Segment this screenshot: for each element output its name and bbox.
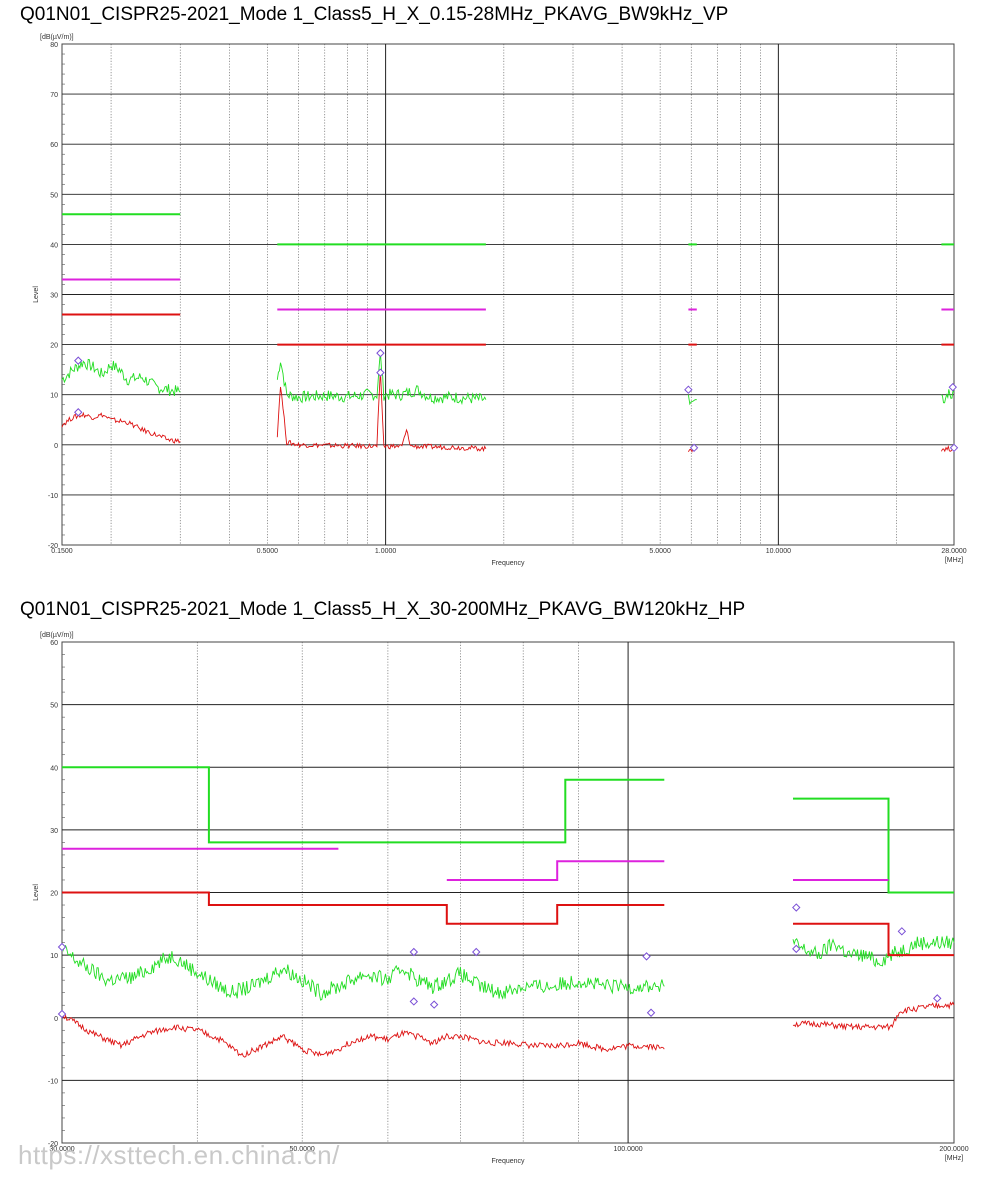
- x-tick-label: 0.1500: [51, 548, 73, 555]
- y-tick-label: -20: [48, 1141, 58, 1148]
- x-axis-label: Frequency: [491, 560, 525, 567]
- x-tick-label: 5.0000: [649, 548, 671, 555]
- peak-marker: [409, 947, 419, 957]
- peak-marker: [57, 1009, 67, 1019]
- y-tick-label: 20: [50, 891, 58, 898]
- measured-trace: [687, 394, 697, 406]
- x-tick-label: 50.0000: [290, 1146, 315, 1153]
- peak-marker: [689, 443, 699, 453]
- y-tick-label: 0: [54, 1016, 58, 1023]
- peak-marker: [57, 942, 67, 952]
- measured-trace: [61, 411, 181, 444]
- x-tick-label: 30.0000: [49, 1146, 74, 1153]
- y-tick-label: 70: [50, 92, 58, 99]
- x-unit-label: [MHz]: [945, 557, 963, 564]
- limit-line: [446, 860, 665, 881]
- peak-marker: [642, 952, 651, 961]
- limit-line: [793, 797, 954, 894]
- x-tick-label: 1.0000: [375, 548, 397, 555]
- y-tick-label: 10: [50, 953, 58, 960]
- x-tick-label: 0.5000: [257, 548, 279, 555]
- peak-marker: [792, 903, 801, 912]
- y-axis-label: Level: [33, 884, 40, 901]
- peak-marker: [792, 944, 801, 954]
- limit-line: [793, 922, 954, 957]
- x-tick-label: 10.0000: [766, 548, 791, 555]
- x-unit-label: [MHz]: [945, 1155, 963, 1162]
- peak-marker: [948, 382, 957, 392]
- peak-marker: [897, 927, 907, 936]
- x-tick-label: 200.0000: [939, 1146, 968, 1153]
- y-tick-label: -10: [48, 1078, 58, 1085]
- x-tick-label: 28.0000: [941, 548, 966, 555]
- measured-trace: [61, 944, 665, 1001]
- peak-marker: [684, 385, 693, 394]
- y-tick-label: 60: [50, 142, 58, 149]
- peak-marker: [429, 1000, 439, 1009]
- limit-line: [62, 766, 665, 844]
- chart-1: 80 70 60 50 40 30 20 10 0 -10 -200.1500 0.5000 1.000…: [33, 34, 967, 567]
- y-tick-label: 60: [50, 640, 58, 647]
- y-tick-label: 80: [50, 42, 58, 49]
- y-tick-label: 20: [50, 343, 58, 350]
- peak-marker: [949, 443, 959, 453]
- limit-line: [62, 891, 665, 925]
- peak-marker: [74, 356, 83, 365]
- x-tick-label: 100.0000: [613, 1146, 642, 1153]
- y-tick-label: -20: [48, 543, 58, 550]
- y-tick-label: 0: [54, 443, 58, 450]
- measured-trace: [941, 389, 955, 404]
- peak-marker: [646, 1008, 656, 1017]
- y-axis-label: Level: [33, 286, 40, 303]
- chart-1-title: Q01N01_CISPR25-2021_Mode 1_Class5_H_X_0.…: [20, 4, 729, 25]
- watermark: https://xsttech.en.china.cn/: [18, 1140, 340, 1170]
- peak-marker: [409, 997, 419, 1006]
- y-tick-label: 50: [50, 192, 58, 199]
- measured-trace: [792, 1001, 955, 1032]
- y-tick-label: 10: [50, 393, 58, 400]
- measured-trace: [792, 935, 955, 968]
- measured-trace: [276, 369, 487, 453]
- peak-marker: [376, 368, 385, 377]
- y-tick-label: 30: [50, 828, 58, 835]
- peak-marker: [933, 994, 942, 1003]
- peak-marker: [376, 348, 385, 358]
- y-tick-label: 40: [50, 765, 58, 772]
- y-tick-label: 50: [50, 703, 58, 710]
- peak-marker: [472, 947, 481, 957]
- peak-marker: [74, 408, 83, 417]
- y-tick-label: 40: [50, 242, 58, 249]
- y-tick-label: 30: [50, 293, 58, 300]
- x-axis-label: Frequency: [491, 1158, 525, 1165]
- y-tick-label: -10: [48, 493, 58, 500]
- measured-trace: [61, 358, 181, 397]
- y-unit-label: [dB(µV/m)]: [40, 632, 74, 639]
- y-unit-label: [dB(µV/m)]: [40, 34, 74, 41]
- measured-trace: [61, 1014, 665, 1058]
- chart-2-title: Q01N01_CISPR25-2021_Mode 1_Class5_H_X_30…: [20, 599, 746, 620]
